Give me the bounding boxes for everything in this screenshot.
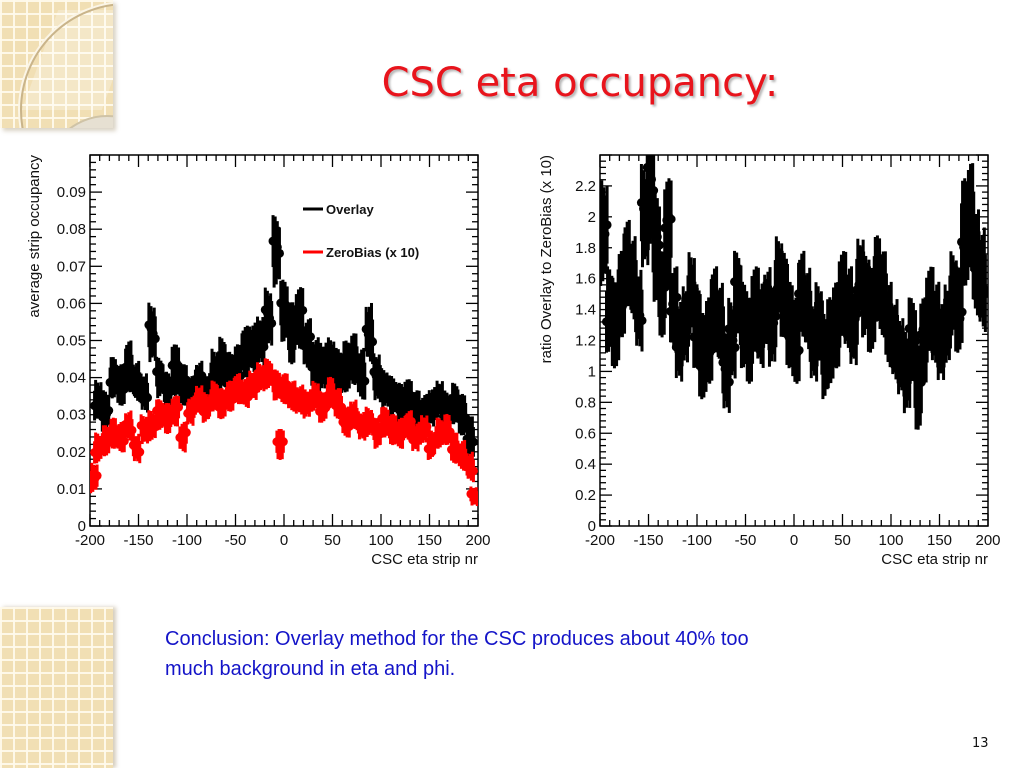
x-tick-label: 200 [465,532,490,549]
data-point [150,334,160,344]
y-tick-label: 1.4 [575,302,596,319]
y-tick-label: 0.8 [575,394,596,411]
data-point [267,318,277,328]
y-tick-label: 0.05 [57,333,86,350]
data-point [794,345,804,355]
data-point [135,447,145,457]
x-tick-label: 100 [878,532,903,549]
x-tick-label: 100 [368,532,393,549]
data-point [468,437,478,447]
y-tick-label: 2 [588,209,596,226]
decoration-arc [20,3,113,128]
y-tick-label: 0.03 [57,407,86,424]
plot-area [600,155,988,430]
data-point [724,377,734,387]
data-point [368,337,378,347]
slide-decoration-bottom [0,607,113,768]
series-zerobias-x-10 [90,358,478,507]
occupancy-chart: -200 -150 -100 -50 0 50 100 150 200 0 0.01 0.02 0.03… [20,148,491,580]
y-tick-label: 0 [78,518,86,535]
series-ratio [600,155,988,430]
legend-label: ZeroBias (x 10) [326,245,419,260]
legend-label: Overlay [326,202,374,217]
plot-area [90,215,478,507]
data-point [305,332,315,342]
data-point [957,307,967,317]
y-tick-label: 1.8 [575,240,596,257]
y-tick-label: 1 [588,363,596,380]
data-point [298,305,308,315]
y-tick-label: 0.2 [575,487,596,504]
y-axis-label: ratio Overlay to ZeroBias (x 10) [538,155,555,363]
x-tick-label: 0 [280,532,288,549]
data-point [422,422,432,432]
conclusion-line-1: Conclusion: Overlay method for the CSC p… [165,628,749,650]
y-tick-label: 1.6 [575,271,596,288]
slide-decoration-top [0,0,113,128]
x-tick-label: -150 [123,532,153,549]
x-axis-label: CSC eta strip nr [881,551,988,568]
data-point [654,240,664,250]
y-tick-label: 0.09 [57,184,86,201]
x-tick-label: 150 [927,532,952,549]
x-tick-label: 0 [790,532,798,549]
data-point [649,186,659,196]
x-tick-label: 150 [417,532,442,549]
y-tick-label: 0.08 [57,221,86,238]
y-tick-label: 0.4 [575,456,596,473]
data-point [92,471,102,481]
data-point [911,336,921,346]
y-tick-label: 0.06 [57,295,86,312]
y-tick-label: 1.2 [575,333,596,350]
y-tick-label: 0.01 [57,481,86,498]
conclusion-text: Conclusion: Overlay method for the CSC p… [165,624,935,684]
data-point [637,316,647,326]
x-tick-label: -50 [225,532,247,549]
x-axis-label: CSC eta strip nr [371,551,478,568]
data-point [104,406,114,416]
data-point [445,427,455,437]
data-point [360,376,370,386]
data-point [472,494,478,504]
y-tick-label: 0.02 [57,444,86,461]
data-point [672,292,682,302]
y-tick-label: 0.07 [57,258,86,275]
y-tick-label: 2.2 [575,178,596,195]
page-number: 13 [972,736,989,751]
y-axis-label: average strip occupancy [26,155,43,318]
ratio-chart-svg: -200 -150 -100 -50 0 50 100 150 200 0 0.2 0.4 0.6 0.8… [538,154,1001,568]
x-tick-label: 50 [834,532,851,549]
x-tick-label: 50 [324,532,341,549]
data-point [337,402,347,412]
occupancy-chart-svg: -200 -150 -100 -50 0 50 100 150 200 0 0.01 0.02 0.03… [26,154,491,568]
data-point [143,393,153,403]
conclusion-line-2: much background in eta and phi. [165,658,456,680]
data-point [602,220,612,230]
x-tick-label: -100 [682,532,712,549]
data-point [980,288,988,298]
data-point [274,248,284,258]
y-tick-label: 0.04 [57,370,86,387]
data-point [119,436,129,446]
data-point [468,466,478,476]
data-point [406,416,416,426]
ratio-chart: -200 -150 -100 -50 0 50 100 150 200 0 0.2 0.4 0.6 0.8… [530,148,1001,580]
y-tick-label: 0.6 [575,425,596,442]
x-tick-label: -150 [633,532,663,549]
y-tick-label: 0 [588,518,596,535]
data-point [181,428,191,438]
data-point [278,437,288,447]
slide-title: CSC eta occupancy: [381,60,779,106]
x-tick-label: -50 [735,532,757,549]
x-tick-label: -200 [75,532,105,549]
data-point [730,343,740,353]
data-point [174,402,184,412]
x-tick-label: -200 [585,532,615,549]
x-tick-label: -100 [172,532,202,549]
data-point [127,425,137,435]
data-point [666,214,676,224]
x-tick-label: 200 [975,532,1000,549]
